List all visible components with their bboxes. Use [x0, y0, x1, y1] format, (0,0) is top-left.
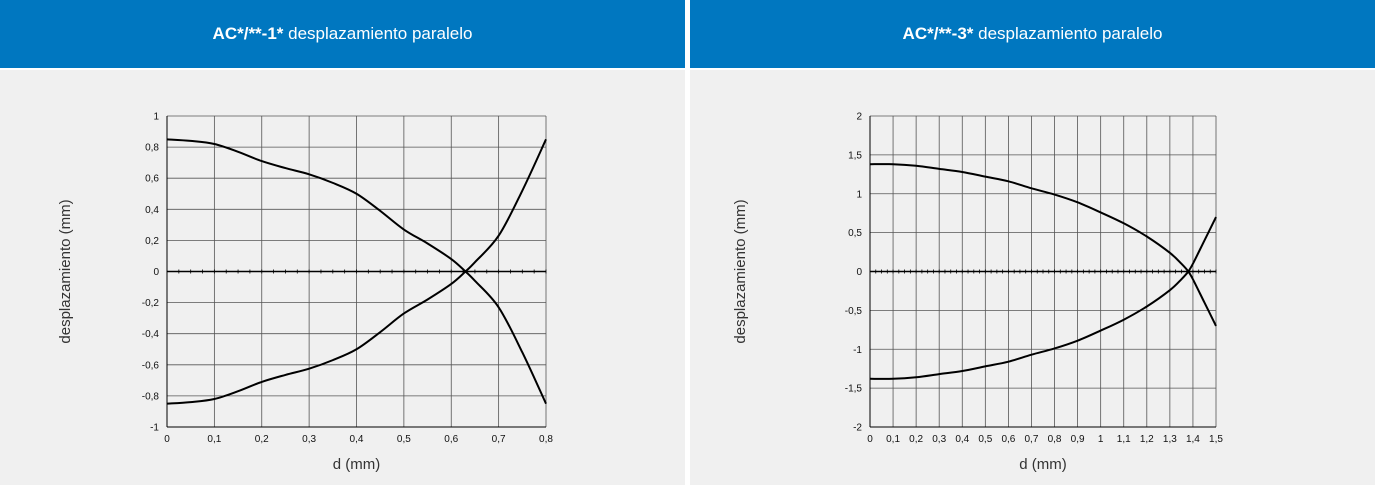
x-tick-label: 0,8: [1048, 434, 1062, 445]
chart-panel-left: AC*/**-1* desplazamiento paralelo 0 0,1 0,…: [0, 0, 685, 485]
x-tick-label: 0: [164, 434, 170, 445]
y-axis-label: desplazamiento (mm): [732, 199, 749, 343]
x-tick-label: 0,5: [978, 434, 992, 445]
y-tick-label: 0,6: [145, 174, 159, 185]
series-line-1: [869, 163, 1217, 327]
y-tick-label: 2: [856, 112, 862, 123]
y-tick-label: 0,2: [145, 236, 159, 247]
y-tick-label: 0: [153, 267, 159, 278]
x-tick-label: 0,1: [886, 434, 900, 445]
x-tick-label: 0,2: [255, 434, 269, 445]
y-tick-label: -0,8: [142, 391, 160, 402]
x-tick-label: 1,2: [1140, 434, 1154, 445]
chart-title-code: AC*/**-3*: [902, 24, 974, 43]
x-tick-label: 1,1: [1117, 434, 1131, 445]
y-tick-label: -0,5: [845, 306, 863, 317]
chart-body-left: 0 0,1 0,2 0,3 0,4 0,5 0,6 0,7 0,8 -1 -0,8 -0,6 -0,4 -…: [0, 70, 685, 485]
y-tick-label: -1: [853, 345, 862, 356]
y-tick-label: -2: [853, 423, 862, 434]
series-line-2: [166, 138, 547, 405]
x-tick-label: 0,2: [909, 434, 923, 445]
x-tick-label: 0,9: [1071, 434, 1085, 445]
chart-body-right: 0 0,1 0,2 0,3 0,4 0,5 0,6 0,7 0,8 0,9 1 1,1 1,2 1,3 1,…: [690, 70, 1375, 485]
y-tick-label: -0,2: [142, 298, 160, 309]
y-tick-label: 0,8: [145, 143, 159, 154]
x-tick-label: 1,3: [1163, 434, 1177, 445]
chart-header-right: AC*/**-3* desplazamiento paralelo: [690, 0, 1375, 68]
y-tick-label: -0,6: [142, 360, 160, 371]
x-tick-label: 0,6: [444, 434, 458, 445]
x-tick-label: 0,5: [397, 434, 411, 445]
x-tick-label: 0,1: [207, 434, 221, 445]
x-tick-label: 0,3: [932, 434, 946, 445]
chart-title-text: desplazamiento paralelo: [978, 24, 1163, 43]
x-tick-label: 1,4: [1186, 434, 1200, 445]
chart-title-code: AC*/**-1*: [212, 24, 284, 43]
y-tick-label: -1,5: [845, 384, 863, 395]
x-tick-label: 1: [1098, 434, 1104, 445]
chart-header-left: AC*/**-1* desplazamiento paralelo: [0, 0, 685, 68]
series-line-2: [869, 216, 1217, 380]
x-tick-label: 0,7: [492, 434, 506, 445]
chart-plot-right: 0 0,1 0,2 0,3 0,4 0,5 0,6 0,7 0,8 0,9 1 1,1 1,2 1,3 1,…: [732, 112, 1223, 474]
grid: [166, 115, 547, 428]
x-tick-label: 0,3: [302, 434, 316, 445]
y-tick-label: 1,5: [848, 150, 862, 161]
x-tick-label: 0,4: [955, 434, 969, 445]
x-axis-label: d (mm): [333, 456, 381, 473]
x-tick-label: 0: [867, 434, 873, 445]
x-tick-label: 1,5: [1209, 434, 1223, 445]
x-tick-label: 0,7: [1025, 434, 1039, 445]
y-axis-label: desplazamiento (mm): [57, 199, 74, 343]
y-tick-label: -0,4: [142, 329, 160, 340]
chart-title-text: desplazamiento paralelo: [288, 24, 473, 43]
y-tick-label: -1: [150, 423, 159, 434]
x-tick-label: 0,4: [350, 434, 364, 445]
y-tick-label: 1: [856, 189, 862, 200]
chart-panel-right: AC*/**-3* desplazamiento paralelo 0 0,1 0,…: [690, 0, 1375, 485]
chart-plot-left: 0 0,1 0,2 0,3 0,4 0,5 0,6 0,7 0,8 -1 -0,8 -0,6 -0,4 -…: [57, 112, 553, 474]
x-axis-label: d (mm): [1019, 456, 1067, 473]
x-tick-label: 0,8: [539, 434, 553, 445]
x-tick-label: 0,6: [1001, 434, 1015, 445]
y-tick-label: 1: [153, 112, 159, 123]
y-tick-label: 0,5: [848, 228, 862, 239]
y-tick-label: 0: [856, 267, 862, 278]
y-tick-label: 0,4: [145, 205, 159, 216]
series-line-1: [166, 138, 547, 405]
